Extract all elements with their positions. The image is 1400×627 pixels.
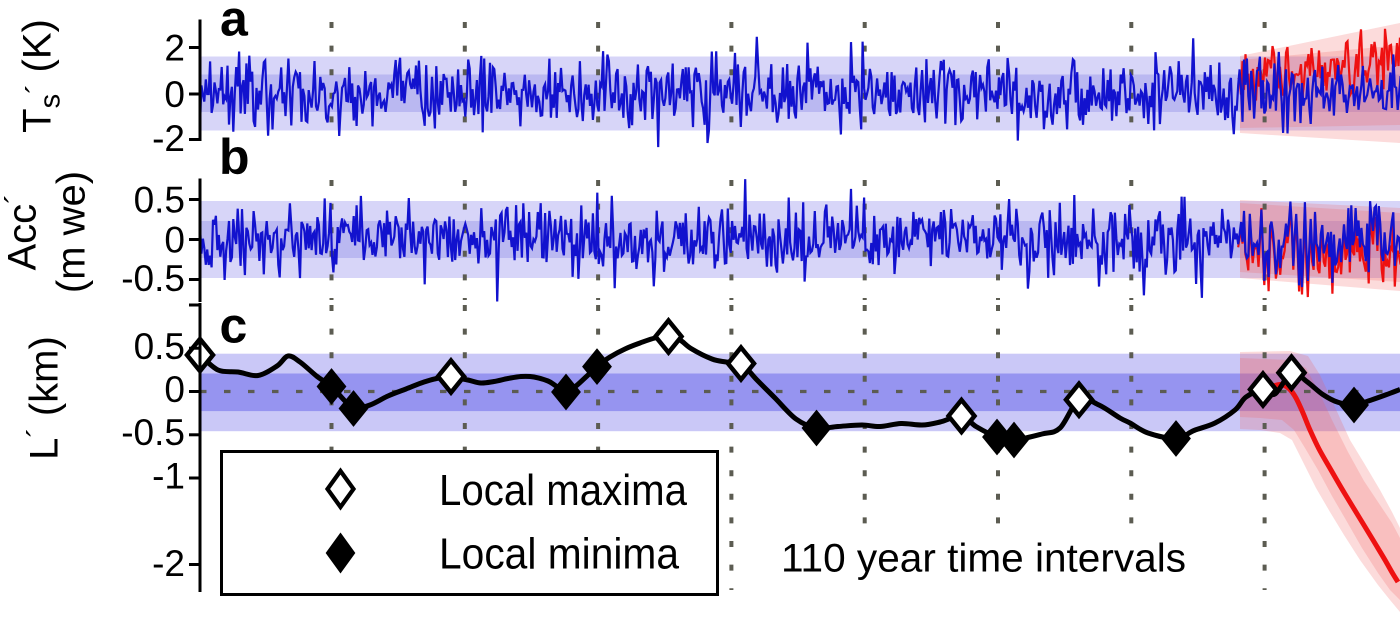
svg-text:110 year time intervals: 110 year time intervals xyxy=(781,537,1186,581)
svg-text:0.5: 0.5 xyxy=(134,180,185,221)
svg-text:Ts´ (K): Ts´ (K) xyxy=(16,19,67,133)
svg-text:0: 0 xyxy=(164,74,185,115)
svg-text:-0.5: -0.5 xyxy=(121,258,185,299)
svg-text:Acc´: Acc´ xyxy=(0,193,45,270)
svg-text:0.5: 0.5 xyxy=(134,326,185,367)
svg-text:Local minima: Local minima xyxy=(439,530,679,579)
svg-text:2: 2 xyxy=(164,28,185,69)
svg-text:-0.5: -0.5 xyxy=(121,412,185,453)
svg-text:Local maxima: Local maxima xyxy=(439,466,687,515)
svg-text:a: a xyxy=(220,0,249,47)
svg-text:c: c xyxy=(220,298,248,354)
svg-text:0: 0 xyxy=(164,369,185,410)
svg-text:-1: -1 xyxy=(152,456,185,497)
svg-text:0: 0 xyxy=(164,220,185,261)
svg-text:(m we): (m we) xyxy=(50,171,94,293)
svg-text:-2: -2 xyxy=(152,543,185,584)
svg-text:L´ (km): L´ (km) xyxy=(21,336,67,460)
svg-text:-2: -2 xyxy=(152,118,185,159)
svg-text:b: b xyxy=(219,129,250,185)
